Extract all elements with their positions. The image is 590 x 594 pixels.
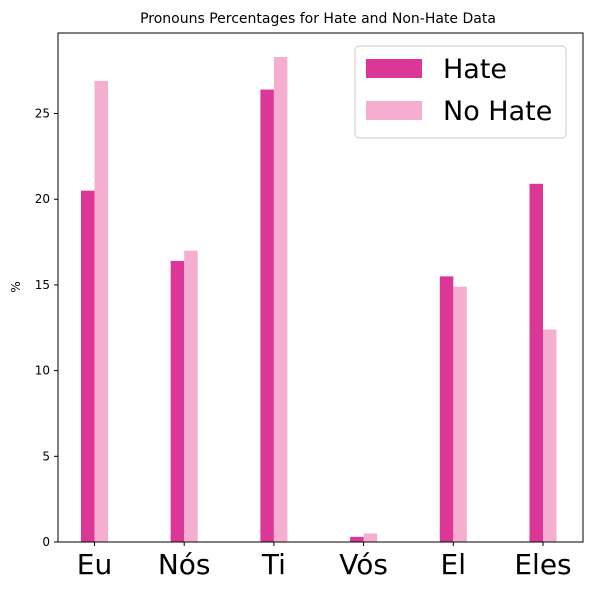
bar-no-hate-1: [184, 250, 198, 542]
legend-swatch-0: [366, 59, 422, 78]
x-tick-label-4: El: [441, 548, 466, 581]
axes-layer: 0 5 10 15 20 25 Eu Nós Ti Vós El Eles: [35, 32, 584, 581]
x-tick-label-0: Eu: [77, 548, 112, 581]
bar-hate-4: [439, 276, 454, 542]
y-tick-label-1: 5: [42, 449, 50, 463]
x-tick-label-1: Nós: [158, 548, 211, 581]
y-tick-label-3: 15: [35, 278, 50, 292]
bar-no-hate-0: [94, 80, 108, 543]
bar-no-hate-5: [543, 329, 557, 542]
y-tick-label-2: 10: [35, 364, 50, 378]
x-tick-label-5: Eles: [514, 548, 571, 581]
bar-no-hate-4: [453, 286, 467, 542]
x-tick-label-3: Vós: [339, 548, 388, 581]
y-tick-label-0: 0: [42, 535, 50, 549]
bars-layer: [81, 56, 557, 543]
bar-no-hate-2: [273, 56, 288, 543]
bar-hate-0: [81, 190, 95, 543]
legend: Hate No Hate: [354, 45, 567, 139]
y-tick-label-5: 25: [35, 107, 50, 121]
bar-hate-1: [170, 260, 185, 542]
plot-area: 0 5 10 15 20 25 Eu Nós Ti Vós El Eles Hate No Hate: [35, 32, 584, 581]
axes-frame: [57, 32, 584, 543]
legend-label-0: Hate: [443, 54, 507, 85]
legend-label-1: No Hate: [443, 96, 552, 127]
chart-title: Pronouns Percentages for Hate and Non-Ha…: [140, 11, 496, 27]
bar-no-hate-3: [363, 533, 378, 542]
y-tick-label-4: 20: [35, 192, 50, 206]
legend-swatch-1: [366, 101, 422, 120]
y-axis-label: %: [9, 281, 23, 292]
bar-hate-5: [529, 183, 543, 542]
x-tick-label-2: Ti: [261, 548, 286, 581]
bar-hate-2: [260, 89, 274, 542]
bar-hate-3: [350, 536, 364, 542]
